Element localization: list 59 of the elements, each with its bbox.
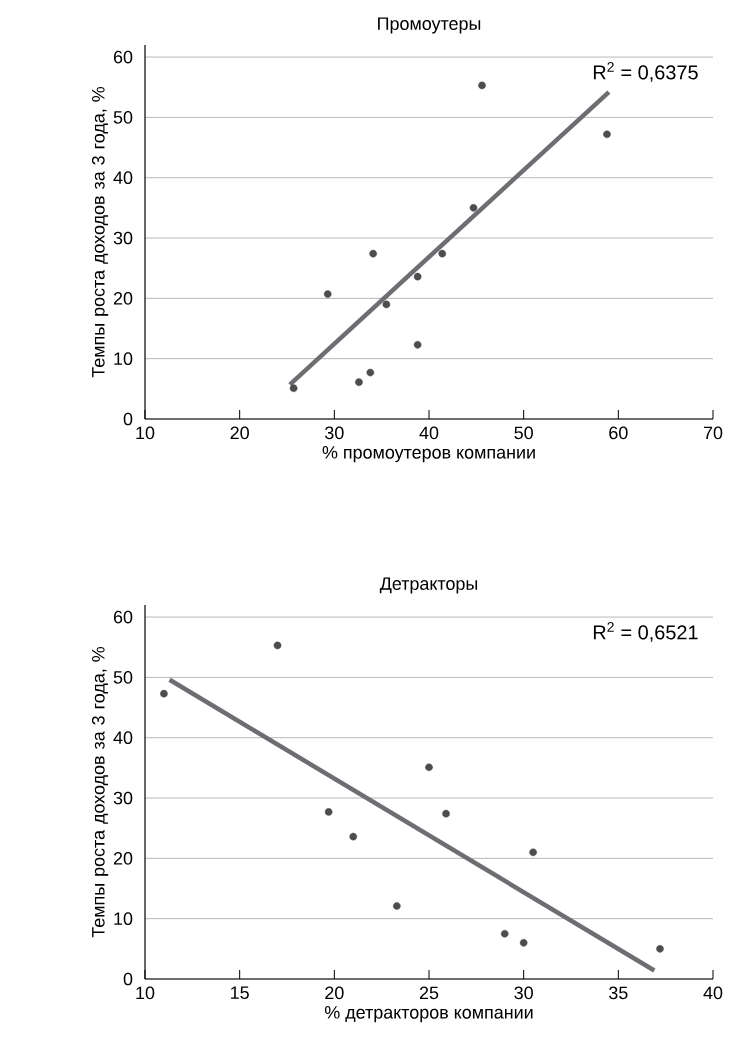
point (369, 249, 377, 258)
point (469, 204, 478, 212)
y-tick-label: 50 (113, 671, 133, 684)
chart-title: Детракторы (379, 577, 478, 594)
x-axis-title: % промоутеров компании (322, 446, 535, 463)
x-tick-label: 50 (514, 426, 533, 440)
y-tick-label: 60 (113, 610, 133, 624)
point (355, 378, 363, 386)
annotation: R$^{2}$ = 0,6521 (593, 622, 698, 642)
y-tick-label: 40 (113, 171, 133, 185)
x-tick-label: 20 (325, 986, 344, 1000)
point (273, 641, 282, 650)
x-tick-label: 10 (136, 426, 155, 440)
point (478, 81, 486, 90)
point (438, 249, 447, 258)
y-axis-title: Темпы роста доходов за 3 года, % (91, 86, 109, 378)
y-tick-label: 20 (113, 291, 133, 305)
y-axis-title: Темпы роста доходов за 3 года, % (91, 646, 109, 938)
point (603, 130, 611, 139)
y-tick-label: 0 (123, 412, 133, 426)
x-tick-label: 70 (703, 426, 723, 440)
point (413, 340, 422, 349)
point (160, 689, 168, 698)
point (442, 809, 450, 818)
y-tick-label: 20 (113, 851, 133, 865)
y-tick-label: 0 (123, 972, 133, 986)
point (656, 945, 664, 953)
chart-title: Промоутеры (378, 17, 481, 34)
y-tick-label: 50 (113, 111, 133, 124)
point (289, 384, 298, 393)
y-tick-label: 40 (113, 731, 133, 745)
x-tick-label: 10 (136, 986, 155, 1000)
y-tick-label: 10 (114, 912, 133, 926)
point (425, 763, 433, 772)
x-tick-label: 30 (325, 426, 344, 440)
x-tick-label: 20 (230, 426, 249, 440)
point (529, 848, 537, 857)
point (366, 368, 375, 377)
point (324, 808, 333, 816)
x-axis-title: % детракторов компании (324, 1006, 533, 1023)
point (382, 300, 391, 309)
y-tick-label: 60 (113, 50, 133, 64)
x-tick-label: 15 (231, 986, 249, 1000)
x-tick-label: 30 (514, 986, 533, 1000)
y-tick-label: 30 (113, 231, 133, 245)
point (519, 939, 528, 947)
x-tick-label: 25 (419, 986, 439, 1000)
y-tick-label: 30 (113, 791, 133, 805)
point (349, 832, 358, 841)
point (323, 290, 332, 298)
x-tick-label: 60 (609, 426, 628, 440)
point (393, 902, 401, 910)
y-tick-label: 10 (114, 352, 133, 366)
x-tick-label: 40 (703, 986, 723, 1000)
point (500, 929, 509, 938)
x-tick-label: 35 (609, 986, 628, 1000)
annotation: R$^{2}$ = 0,6375 (593, 62, 698, 82)
point (413, 272, 422, 281)
x-tick-label: 40 (419, 426, 439, 440)
